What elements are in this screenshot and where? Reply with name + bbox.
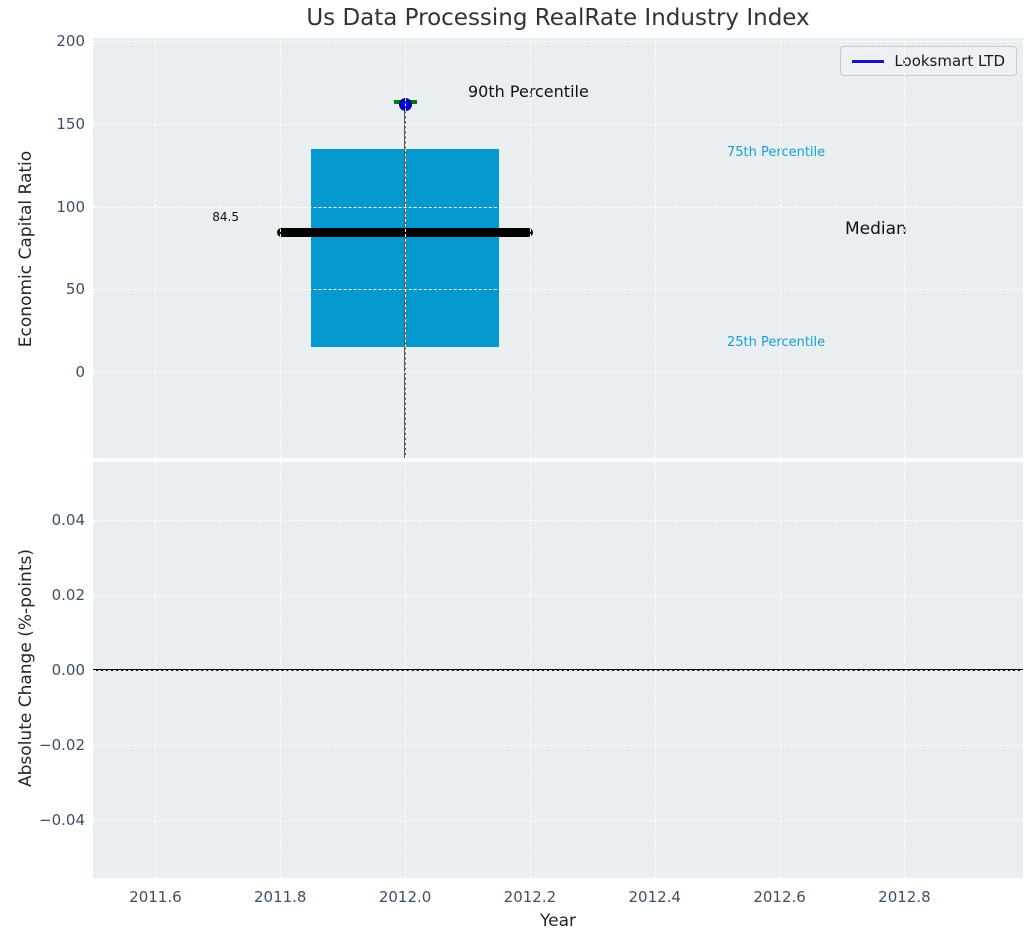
gridline-horizontal [93,595,1023,597]
y-tick-label: 0 [75,363,85,382]
y-axis-label-top: Economic Capital Ratio [16,150,36,348]
gridline-vertical [529,38,531,458]
gridline-horizontal [93,289,1023,291]
annotation-25th-percentile: 25th Percentile [727,335,826,350]
x-tick-label: 2011.6 [129,888,182,906]
x-tick-label: 2012.4 [628,888,681,906]
median-value-label: 84.5 [212,210,239,224]
boxplot-median-line [277,227,534,237]
gridline-horizontal [93,520,1023,522]
legend-label: Looksmart LTD [894,52,1005,70]
y-tick-label: 100 [56,197,85,216]
chart-title: Us Data Processing RealRate Industry Ind… [306,5,810,31]
gridline-vertical [405,38,407,458]
annotation-90th-percentile: 90th Percentile [468,82,589,101]
gridline-horizontal [93,372,1023,374]
gridline-horizontal [93,744,1023,746]
annotation-median: Median [845,219,907,239]
y-tick-label: 0.04 [51,511,85,530]
y-tick-label: 0.00 [51,661,85,679]
top-axes-boxplot: 90th Percentile 75th Percentile Median 2… [93,38,1023,458]
gridline-vertical [904,38,906,458]
x-tick-label: 2012.8 [878,888,931,906]
bottom-axes-change [93,462,1023,878]
legend-box: Looksmart LTD [840,46,1017,76]
gridline-horizontal [93,41,1023,43]
gridline-horizontal [93,123,1023,125]
y-tick-label: −0.04 [39,810,85,829]
gridline-vertical [155,38,157,458]
annotation-75th-percentile: 75th Percentile [727,145,826,160]
x-tick-label: 2012.6 [753,888,806,906]
x-tick-label: 2012.2 [503,888,557,906]
x-axis-label: Year [540,911,576,931]
y-tick-label: 150 [56,114,85,133]
gridline-horizontal [93,819,1023,821]
gridline-horizontal [93,670,1023,671]
legend-line-swatch-icon [852,59,885,63]
gridline-vertical [280,38,282,458]
gridline-horizontal [93,206,1023,208]
y-tick-label: 0.02 [51,586,85,605]
gridline-vertical [654,38,656,458]
x-tick-label: 2011.8 [253,888,307,906]
y-tick-label: 50 [65,280,85,299]
gridline-vertical [779,38,781,458]
y-tick-label: −0.02 [39,735,85,754]
y-tick-label: 200 [56,32,85,51]
x-tick-label: 2012.0 [378,888,432,906]
